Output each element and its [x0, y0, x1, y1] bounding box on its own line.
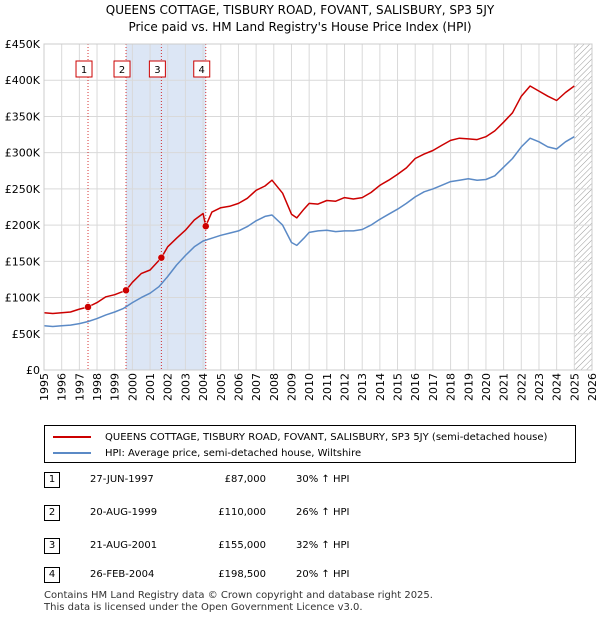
x-tick-label: 2020	[480, 373, 493, 401]
x-tick-label: 2001	[144, 373, 157, 401]
sale-date: 21-AUG-2001	[90, 540, 158, 551]
legend-item-property: QUEENS COTTAGE, TISBURY ROAD, FOVANT, SA…	[53, 430, 547, 444]
sale-price: £87,000	[224, 474, 266, 485]
sale-hpi-change: 30% ↑ HPI	[296, 474, 350, 485]
plot-area	[43, 43, 593, 371]
sale-date: 27-JUN-1997	[90, 474, 154, 485]
x-tick-label: 2009	[285, 373, 298, 401]
y-tick-label: £100K	[5, 292, 41, 305]
sale-point	[157, 253, 166, 262]
hpi-line	[43, 136, 575, 328]
sale-row: 4 26-FEB-2004 £198,500 20% ↑ HPI	[44, 567, 444, 585]
footer-licence: This data is licensed under the Open Gov…	[44, 602, 363, 613]
y-tick-label: £200K	[5, 219, 41, 232]
x-tick-label: 2012	[339, 373, 352, 401]
legend-label-property: QUEENS COTTAGE, TISBURY ROAD, FOVANT, SA…	[105, 431, 548, 443]
footer-copyright: Contains HM Land Registry data © Crown c…	[44, 590, 433, 601]
x-tick-label: 1997	[73, 373, 86, 401]
x-tick-label: 2026	[586, 373, 599, 401]
x-tick-label: 2014	[374, 373, 387, 401]
y-tick-label: £50K	[12, 328, 41, 341]
x-tick-label: 2007	[250, 373, 263, 401]
x-tick-label: 2016	[409, 373, 422, 401]
y-tick-label: £400K	[5, 74, 41, 87]
sale-row: 2 20-AUG-1999 £110,000 26% ↑ HPI	[44, 505, 444, 523]
x-tick-label: 2025	[568, 373, 581, 401]
property-price-line	[43, 85, 575, 315]
x-tick-label: 2019	[462, 373, 475, 401]
legend-swatch-property	[53, 436, 91, 438]
y-tick-label: £450K	[5, 38, 41, 51]
sale-point	[84, 303, 92, 311]
x-tick-label: 2003	[179, 373, 192, 401]
sale-label-box	[193, 60, 211, 78]
legend-label-hpi: HPI: Average price, semi-detached house,…	[105, 447, 362, 459]
hatched-region	[574, 44, 592, 370]
x-tick-label: 2002	[162, 373, 175, 401]
x-tick-label: 1999	[109, 373, 122, 401]
legend-item-hpi: HPI: Average price, semi-detached house,…	[53, 446, 361, 460]
x-tick-label: 2017	[427, 373, 440, 401]
sale-number: 4	[44, 567, 60, 583]
x-tick-label: 2013	[356, 373, 369, 401]
sale-hpi-change: 20% ↑ HPI	[296, 569, 350, 580]
y-tick-label: £350K	[5, 110, 41, 123]
sale-date: 20-AUG-1999	[90, 507, 158, 518]
y-tick-label: £150K	[5, 255, 41, 268]
x-tick-label: 2004	[197, 373, 210, 401]
sale-label-text: 4	[199, 65, 205, 76]
x-tick-label: 2006	[232, 373, 245, 401]
legend: QUEENS COTTAGE, TISBURY ROAD, FOVANT, SA…	[44, 425, 576, 463]
sale-price: £110,000	[218, 507, 266, 518]
sale-label-text: 3	[154, 65, 160, 76]
sale-label-text: 2	[119, 65, 125, 76]
sale-point	[122, 286, 130, 295]
x-tick-label: 2022	[515, 373, 528, 401]
shaded-period	[126, 44, 162, 370]
sale-hpi-change: 32% ↑ HPI	[296, 540, 350, 551]
x-tick-label: 2000	[126, 373, 139, 401]
x-tick-label: 2011	[321, 373, 334, 401]
sale-label-box	[148, 60, 166, 78]
x-tick-label: 1996	[56, 373, 69, 401]
sale-label-text: 1	[81, 65, 87, 76]
y-tick-label: £0	[26, 364, 40, 377]
x-tick-label: 2018	[445, 373, 458, 401]
sale-label-box	[113, 60, 131, 78]
sale-number: 3	[44, 538, 60, 554]
sale-date: 26-FEB-2004	[90, 569, 155, 580]
sale-number: 1	[44, 472, 60, 488]
x-tick-label: 2021	[498, 373, 511, 401]
x-tick-label: 1995	[38, 373, 51, 401]
legend-swatch-hpi	[53, 452, 91, 454]
x-tick-label: 1998	[91, 373, 104, 401]
y-tick-label: £250K	[5, 183, 41, 196]
x-tick-label: 2005	[215, 373, 228, 401]
x-tick-label: 2010	[303, 373, 316, 401]
y-tick-label: £300K	[5, 147, 41, 160]
x-tick-label: 2008	[268, 373, 281, 401]
chart-title: QUEENS COTTAGE, TISBURY ROAD, FOVANT, SA…	[105, 3, 495, 17]
chart-subtitle: Price paid vs. HM Land Registry's House …	[128, 20, 472, 34]
price-chart: 1 2 3 4 £0 £50K £100K £150K £200K £250K £300K £350…	[5, 38, 599, 401]
x-tick-label: 2023	[533, 373, 546, 401]
sale-row: 1 27-JUN-1997 £87,000 30% ↑ HPI	[44, 472, 444, 490]
x-tick-label: 2024	[551, 373, 564, 401]
sale-number: 2	[44, 505, 60, 521]
sale-label-box	[75, 60, 93, 78]
x-tick-label: 2015	[392, 373, 405, 401]
sale-price: £155,000	[218, 540, 266, 551]
sale-hpi-change: 26% ↑ HPI	[296, 507, 350, 518]
sale-point	[201, 222, 210, 230]
sale-row: 3 21-AUG-2001 £155,000 32% ↑ HPI	[44, 538, 444, 556]
sale-price: £198,500	[218, 569, 266, 580]
shaded-period	[161, 44, 206, 370]
